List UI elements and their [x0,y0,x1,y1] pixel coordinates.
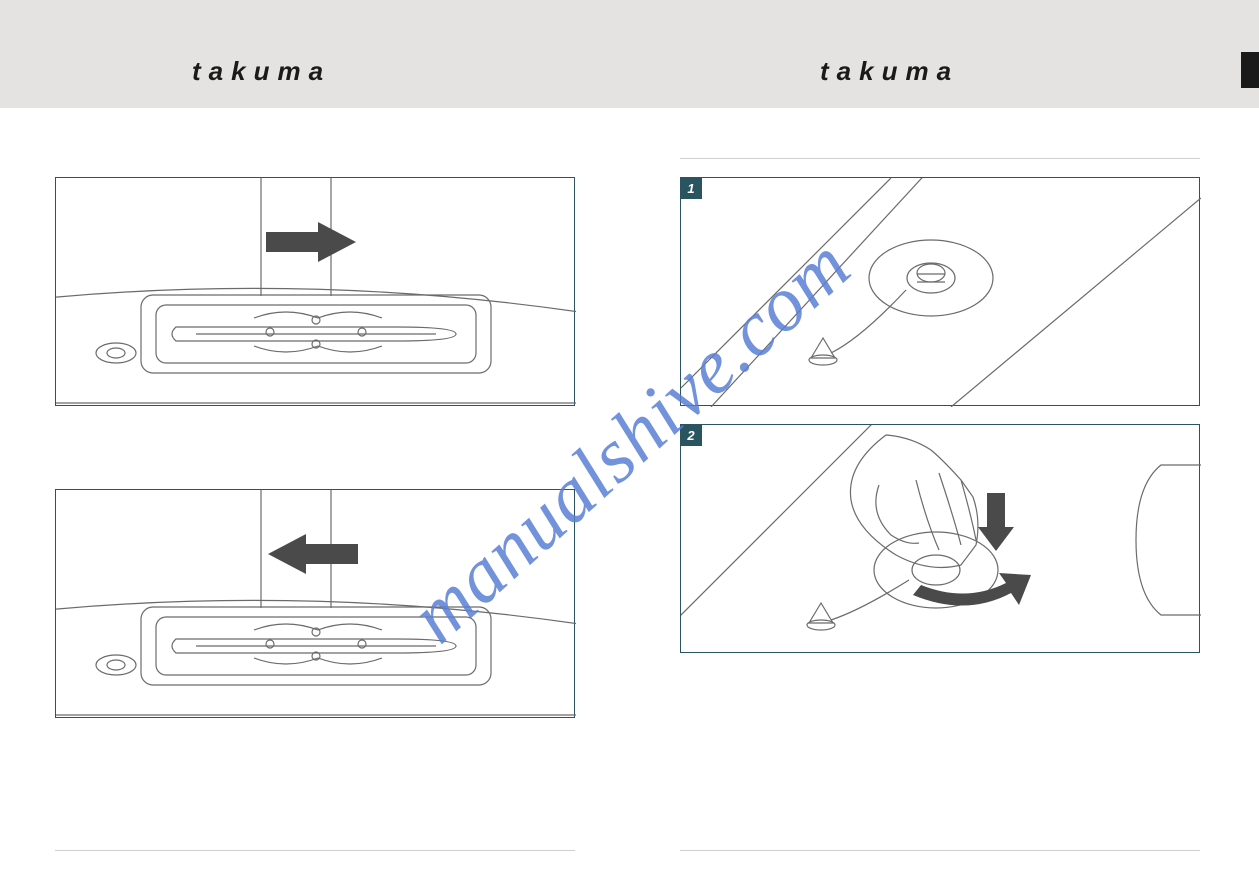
arrow-rotate-icon [913,573,1031,606]
brand-left: takuma [192,56,331,87]
valve-svg-2 [681,425,1201,654]
valve-svg-1 [681,178,1201,407]
arrow-down-icon [978,493,1014,551]
mast-track-svg-back [56,490,576,719]
separator-bottom-right [680,850,1200,851]
arrow-right-icon [266,222,356,262]
figure-mast-track-back [55,489,575,718]
page-tab [1241,52,1259,88]
brand-right: takuma [820,56,959,87]
arrow-left-icon [268,534,358,574]
separator-top-right [680,158,1200,159]
separator-bottom-left [55,850,575,851]
figure-mast-track-forward [55,177,575,406]
figure-badge: 2 [680,424,702,446]
header-band [0,0,1259,108]
figure-badge: 1 [680,177,702,199]
figure-valve-2: 2 [680,424,1200,653]
figure-valve-1: 1 [680,177,1200,406]
mast-track-svg-forward [56,178,576,407]
